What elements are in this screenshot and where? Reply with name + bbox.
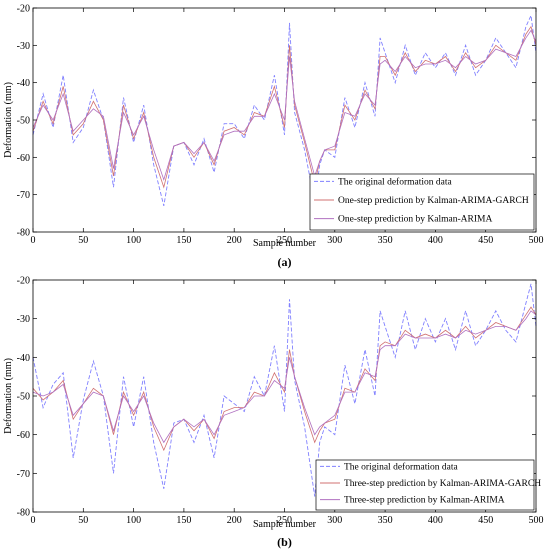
y-tick-label: -40 bbox=[17, 78, 30, 89]
legend-entry-1: The original deformation data bbox=[338, 176, 452, 187]
x-tick-label: 400 bbox=[428, 515, 443, 526]
legend-box bbox=[309, 173, 535, 231]
y-tick-label: -20 bbox=[17, 4, 30, 15]
x-tick-label: 0 bbox=[31, 235, 36, 246]
x-tick-label: 150 bbox=[176, 235, 191, 246]
x-tick-label: 350 bbox=[378, 515, 393, 526]
y-axis-label: Deformation (mm) bbox=[3, 358, 14, 434]
y-tick-label: -70 bbox=[17, 190, 30, 201]
x-tick-label: 200 bbox=[227, 515, 242, 526]
legend-entry-3: Three-step prediction by Kalman-ARIMA bbox=[344, 496, 505, 506]
x-tick-label: 150 bbox=[176, 515, 191, 526]
y-tick-label: -60 bbox=[17, 430, 30, 441]
legend-entry-2: Three-step prediction by Kalman-ARIMA-GA… bbox=[344, 479, 541, 489]
y-tick-label: -60 bbox=[17, 153, 30, 164]
x-axis-label: Sample number bbox=[253, 519, 317, 530]
legend-entry-2: One-step prediction by Kalman-ARIMA-GARC… bbox=[338, 196, 529, 206]
x-tick-label: 200 bbox=[227, 235, 242, 246]
y-tick-label: -50 bbox=[17, 392, 30, 403]
x-tick-label: 400 bbox=[428, 235, 443, 246]
panel-caption: (a) bbox=[278, 255, 292, 269]
x-tick-label: 250 bbox=[277, 515, 292, 526]
legend-entry-1: The original deformation data bbox=[344, 461, 458, 472]
y-axis-label: Deformation (mm) bbox=[3, 82, 14, 158]
chart-panel-a: 0 50 100 150 200 250 300 350 400 450 500 -20 -30 -40 -… bbox=[3, 4, 544, 270]
x-tick-label: 0 bbox=[31, 515, 36, 526]
y-tick-label: -50 bbox=[17, 116, 30, 127]
x-tick-label: 300 bbox=[327, 515, 342, 526]
x-tick-label: 300 bbox=[327, 235, 342, 246]
panel-caption: (b) bbox=[277, 535, 292, 549]
x-tick-label: 350 bbox=[378, 235, 393, 246]
y-tick-label: -40 bbox=[17, 353, 30, 364]
x-axis-label: Sample number bbox=[253, 238, 317, 249]
y-tick-label: -80 bbox=[17, 228, 30, 239]
legend-entry-3: One-step prediction by Kalman-ARIMA bbox=[338, 215, 492, 225]
y-tick-label: -80 bbox=[17, 508, 30, 519]
y-tick-label: -30 bbox=[17, 314, 30, 325]
series-line-2 bbox=[32, 25, 537, 189]
legend-box bbox=[315, 459, 535, 511]
y-tick-label: -20 bbox=[17, 276, 30, 287]
x-tick-label: 50 bbox=[78, 235, 88, 246]
series-line-1 bbox=[32, 13, 537, 207]
x-tick-label: 250 bbox=[277, 235, 292, 246]
x-tick-label: 500 bbox=[529, 515, 544, 526]
y-tick-label: -70 bbox=[17, 469, 30, 480]
x-tick-label: 100 bbox=[126, 515, 141, 526]
y-tick-label: -30 bbox=[17, 41, 30, 52]
series-line-3 bbox=[32, 310, 537, 444]
x-tick-label: 500 bbox=[529, 235, 544, 246]
series-line-1 bbox=[32, 283, 537, 497]
x-tick-label: 50 bbox=[78, 515, 88, 526]
x-tick-label: 450 bbox=[478, 515, 493, 526]
x-tick-label: 450 bbox=[478, 235, 493, 246]
series-line-3 bbox=[32, 29, 537, 182]
chart-panel-b: 0 50 100 150 200 250 300 350 400 450 500 -20 -30 -40 -… bbox=[3, 276, 544, 550]
x-tick-label: 100 bbox=[126, 235, 141, 246]
